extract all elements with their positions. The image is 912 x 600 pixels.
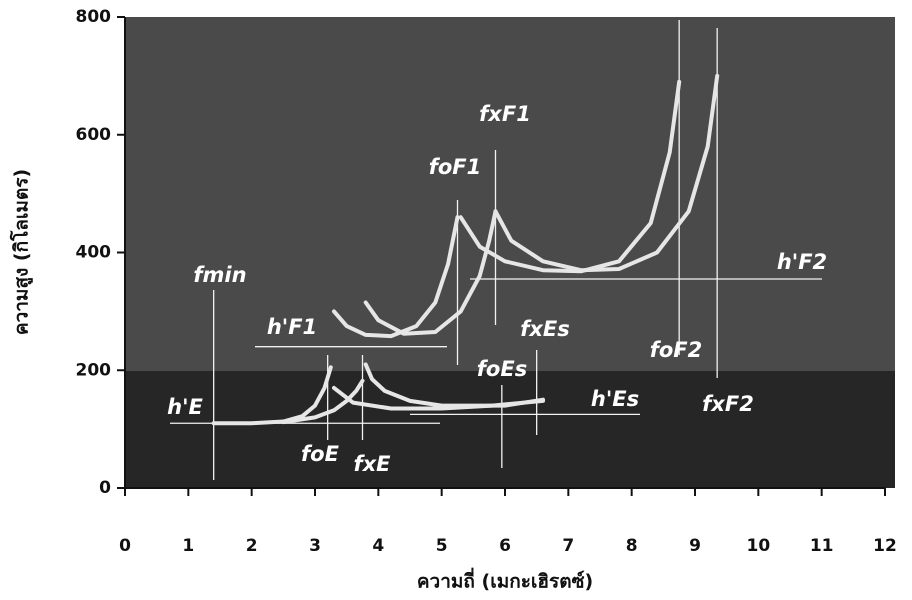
y-tick-label: 400 xyxy=(76,243,112,263)
x-tick-label: 2 xyxy=(246,536,258,556)
x-tick-label: 12 xyxy=(873,536,897,556)
upper-region xyxy=(125,17,895,371)
x-tick-label: 7 xyxy=(562,536,574,556)
y-tick-label: 800 xyxy=(76,7,112,27)
x-tick-label: 10 xyxy=(746,536,770,556)
lower-region xyxy=(125,371,895,488)
x-tick-label: 0 xyxy=(119,536,131,556)
annotation-label: h'Es xyxy=(591,387,639,411)
annotation-label: h'F2 xyxy=(777,250,827,274)
annotation-label: fmin xyxy=(193,263,246,287)
annotation-label: foF2 xyxy=(650,338,703,362)
annotation-label: foF1 xyxy=(429,155,482,179)
annotation-label: foE xyxy=(301,442,340,466)
x-axis-label: ความถี่ (เมกะเฮิรตซ์) xyxy=(417,568,593,593)
x-tick-label: 11 xyxy=(810,536,834,556)
annotation-label: fxF1 xyxy=(479,102,531,126)
x-tick-label: 4 xyxy=(372,536,384,556)
trace xyxy=(493,73,720,273)
trace xyxy=(363,362,545,408)
y-tick-label: 0 xyxy=(99,478,111,498)
y-tick-label: 600 xyxy=(76,125,112,145)
y-tick-label: 200 xyxy=(76,360,112,380)
trace xyxy=(281,378,365,425)
annotation-label: foEs xyxy=(477,357,527,381)
annotation-label: fxF2 xyxy=(702,392,754,416)
x-tick-label: 1 xyxy=(182,536,194,556)
trace xyxy=(332,215,460,339)
y-axis-label: ความสูง (กิโลเมตร) xyxy=(10,169,34,335)
annotation-label: h'E xyxy=(167,395,203,419)
trace xyxy=(211,365,333,426)
annotation-label: fxE xyxy=(353,452,391,476)
x-tick-label: 9 xyxy=(689,536,701,556)
annotation-label: fxEs xyxy=(520,317,570,341)
trace xyxy=(363,209,498,336)
annotation-label: h'F1 xyxy=(267,315,317,339)
x-tick-label: 5 xyxy=(436,536,448,556)
x-tick-label: 6 xyxy=(499,536,511,556)
x-tick-label: 8 xyxy=(626,536,638,556)
x-tick-label: 3 xyxy=(309,536,321,556)
